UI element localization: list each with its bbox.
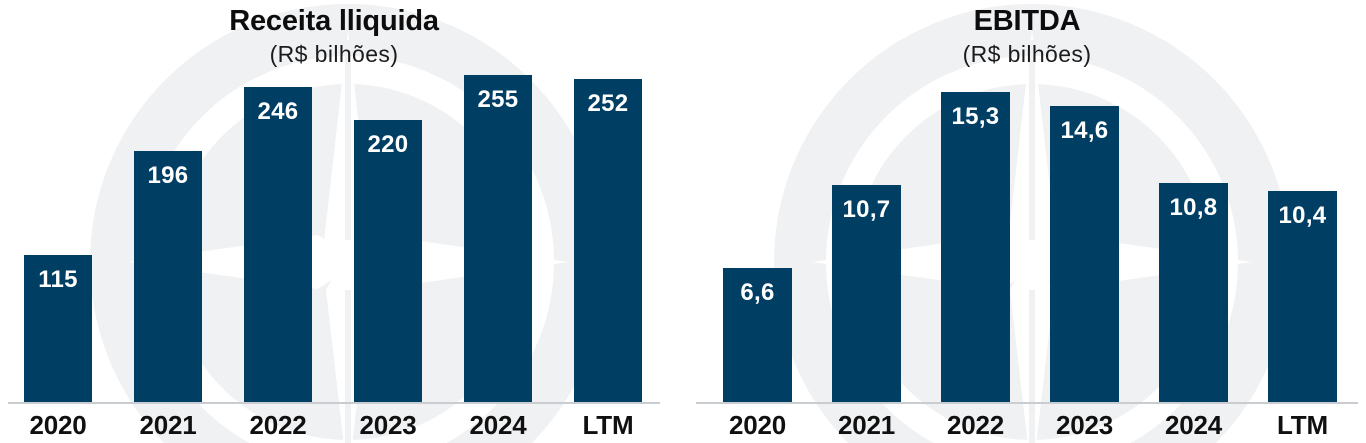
x-axis-label-2022: 2022 — [249, 410, 307, 440]
bar-value-label: 252 — [587, 90, 629, 117]
bar-LTM: 10,4 — [1268, 191, 1337, 402]
bar-2020: 6,6 — [723, 268, 792, 402]
chart-ebitda: EBITDA (R$ bilhões) 6,6 10,7 15,3 14,6 10,8 1… — [696, 0, 1358, 443]
x-axis-labels: 2020 2021 2022 2023 2024 LTM — [8, 409, 660, 443]
bar-value-label: 10,7 — [842, 196, 891, 223]
bar-LTM: 252 — [574, 79, 642, 402]
x-axis-label-LTM: LTM — [1277, 410, 1328, 440]
chart-subtitle: (R$ bilhões) — [962, 40, 1092, 67]
bar-value-label: 255 — [477, 86, 519, 113]
bar-value-label: 6,6 — [740, 279, 775, 306]
bar-value-label: 14,6 — [1060, 117, 1109, 144]
x-axis-label-2021: 2021 — [837, 410, 896, 440]
bar-2021: 196 — [134, 151, 202, 402]
bar-2023: 14,6 — [1050, 106, 1119, 402]
x-axis-label-2020: 2020 — [728, 410, 787, 440]
bar-value-label: 246 — [257, 98, 299, 125]
chart-receita-liquida: Receita lliquida (R$ bilhões) 115 196 246 2… — [8, 0, 660, 443]
x-axis-labels: 2020 2021 2022 2023 2024 LTM — [696, 409, 1358, 443]
chart-header: EBITDA (R$ bilhões) — [696, 5, 1358, 69]
x-axis-label-2024: 2024 — [469, 410, 527, 440]
bar-2024: 10,8 — [1159, 183, 1228, 402]
chart-title: EBITDA — [973, 5, 1081, 37]
bar-2022: 246 — [244, 87, 312, 402]
bar-value-label: 115 — [38, 266, 78, 293]
x-axis-label-2024: 2024 — [1164, 410, 1223, 440]
x-axis-baseline — [696, 402, 1358, 404]
bar-value-label: 10,8 — [1169, 194, 1218, 221]
x-axis-label-2023: 2023 — [1055, 410, 1114, 440]
bar-2022: 15,3 — [941, 92, 1010, 402]
chart-subtitle: (R$ bilhões) — [269, 40, 399, 67]
bar-value-label: 196 — [147, 162, 189, 189]
x-axis-label-LTM: LTM — [582, 410, 634, 440]
bar-2020: 115 — [24, 255, 92, 402]
x-axis-label-2022: 2022 — [946, 410, 1005, 440]
x-axis-label-2021: 2021 — [139, 410, 197, 440]
x-axis-label-2023: 2023 — [359, 410, 417, 440]
chart-header: Receita lliquida (R$ bilhões) — [8, 5, 660, 69]
x-axis-baseline — [8, 402, 660, 404]
bar-value-label: 15,3 — [951, 103, 1000, 130]
chart-title: Receita lliquida — [229, 5, 439, 37]
bar-2024: 255 — [464, 75, 532, 402]
bar-2021: 10,7 — [832, 185, 901, 402]
bar-2023: 220 — [354, 120, 422, 402]
bar-value-label: 10,4 — [1278, 202, 1327, 229]
bar-value-label: 220 — [367, 131, 409, 158]
x-axis-label-2020: 2020 — [29, 410, 87, 440]
